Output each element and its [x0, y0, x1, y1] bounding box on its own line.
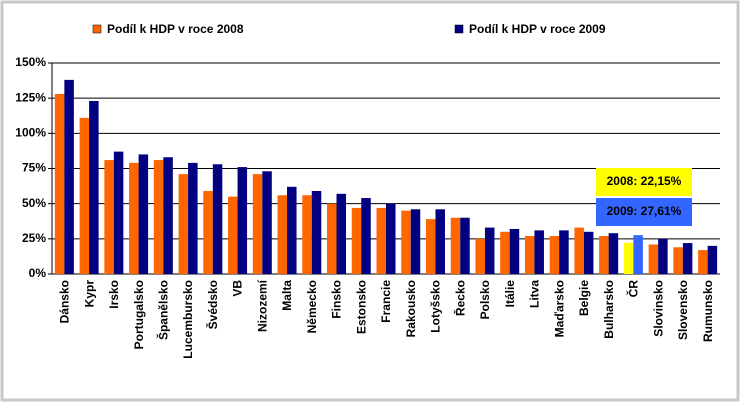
- bar: [707, 245, 718, 274]
- legend-label: Podíl k HDP v roce 2008: [107, 22, 244, 36]
- bar: [336, 193, 347, 274]
- x-tick-label: Německo: [305, 280, 319, 333]
- bar: [549, 236, 560, 274]
- bar: [648, 244, 659, 274]
- x-tick-label: Polsko: [478, 280, 492, 319]
- x-tick-label: Malta: [280, 280, 294, 311]
- x-tick-label: Maďarsko: [552, 280, 566, 337]
- bar: [623, 242, 634, 274]
- bar: [129, 162, 139, 274]
- bar: [599, 236, 609, 274]
- x-tick-label: Lotyšsko: [429, 280, 443, 333]
- bar: [574, 227, 584, 274]
- bar: [104, 160, 114, 274]
- bar: [673, 247, 683, 274]
- bar: [89, 100, 99, 274]
- x-tick-label: VB: [231, 280, 245, 297]
- bar: [113, 151, 124, 274]
- annotation-box: [596, 198, 692, 226]
- annotation-text: 2008: 22,15%: [607, 174, 682, 188]
- bar: [64, 79, 74, 274]
- bar: [287, 186, 297, 274]
- x-tick-label: Litva: [528, 280, 542, 308]
- y-tick-label: 125%: [15, 90, 46, 104]
- bar: [228, 196, 238, 274]
- legend-label: Podíl k HDP v roce 2009: [469, 22, 606, 36]
- bar: [277, 195, 288, 274]
- bar: [311, 191, 322, 274]
- y-tick-label: 25%: [22, 231, 46, 245]
- x-tick-label: Lucembursko: [181, 280, 195, 359]
- bar: [509, 228, 520, 274]
- x-tick-label: Nizozemí: [255, 279, 269, 332]
- x-tick-label: Slovensko: [676, 280, 690, 340]
- bar: [79, 117, 90, 274]
- x-tick-label: Portugalsko: [132, 280, 146, 349]
- bar: [410, 209, 421, 274]
- bar: [351, 207, 362, 274]
- x-tick-label: Francie: [379, 280, 393, 323]
- bar: [583, 231, 594, 274]
- bar: [163, 157, 173, 274]
- x-tick-label: Kypr: [82, 280, 96, 308]
- bar: [262, 171, 272, 274]
- x-tick-label: Estonsko: [354, 280, 368, 334]
- y-tick-label: 150%: [15, 55, 46, 69]
- bar: [500, 231, 510, 274]
- bar: [178, 174, 189, 274]
- x-tick-label: Rumunsko: [701, 280, 715, 342]
- bar: [698, 250, 708, 274]
- bar: [401, 210, 411, 274]
- annotation-text: 2009: 27,61%: [607, 204, 682, 218]
- bar: [475, 238, 485, 274]
- y-tick-label: 50%: [22, 196, 46, 210]
- bar: [559, 230, 569, 274]
- legend-swatch: [92, 24, 102, 34]
- bar: [153, 160, 164, 274]
- bar: [425, 219, 436, 274]
- bar: [188, 162, 198, 274]
- annotation-box: [596, 168, 692, 196]
- x-tick-label: Slovinsko: [651, 280, 665, 337]
- x-tick-label: Belgie: [577, 280, 591, 316]
- bar: [237, 167, 248, 274]
- bar: [460, 217, 470, 274]
- x-tick-label: Švédsko: [205, 280, 220, 329]
- x-tick-label: Bulharsko: [602, 280, 616, 339]
- bar: [484, 227, 495, 274]
- x-tick-label: Irsko: [107, 280, 121, 309]
- bar: [658, 238, 668, 274]
- bar: [524, 236, 535, 274]
- bar: [54, 93, 65, 275]
- bar: [608, 233, 619, 274]
- bar: [534, 230, 544, 274]
- bar: [302, 195, 312, 274]
- x-tick-label: Dánsko: [58, 280, 72, 323]
- bar: [138, 154, 149, 274]
- x-tick-label: Finsko: [330, 280, 344, 319]
- bar: [361, 198, 371, 274]
- bar: [450, 217, 461, 274]
- bar: [386, 203, 396, 274]
- bar: [252, 174, 263, 274]
- x-tick-label: Rakousko: [404, 280, 418, 337]
- y-tick-label: 75%: [22, 161, 46, 175]
- legend-swatch: [454, 24, 464, 34]
- bar: [633, 235, 643, 274]
- bar: [682, 243, 693, 274]
- y-tick-label: 0%: [29, 266, 47, 280]
- bar: [212, 164, 223, 274]
- x-tick-label: Španělsko: [156, 280, 171, 340]
- bar: [203, 191, 213, 274]
- bar: [435, 209, 445, 274]
- y-tick-label: 100%: [15, 126, 46, 140]
- x-tick-label: ČR: [626, 280, 641, 298]
- bar: [376, 207, 386, 274]
- x-tick-label: Itálie: [503, 280, 517, 308]
- x-tick-label: Řecko: [452, 280, 467, 316]
- bar: [327, 203, 337, 274]
